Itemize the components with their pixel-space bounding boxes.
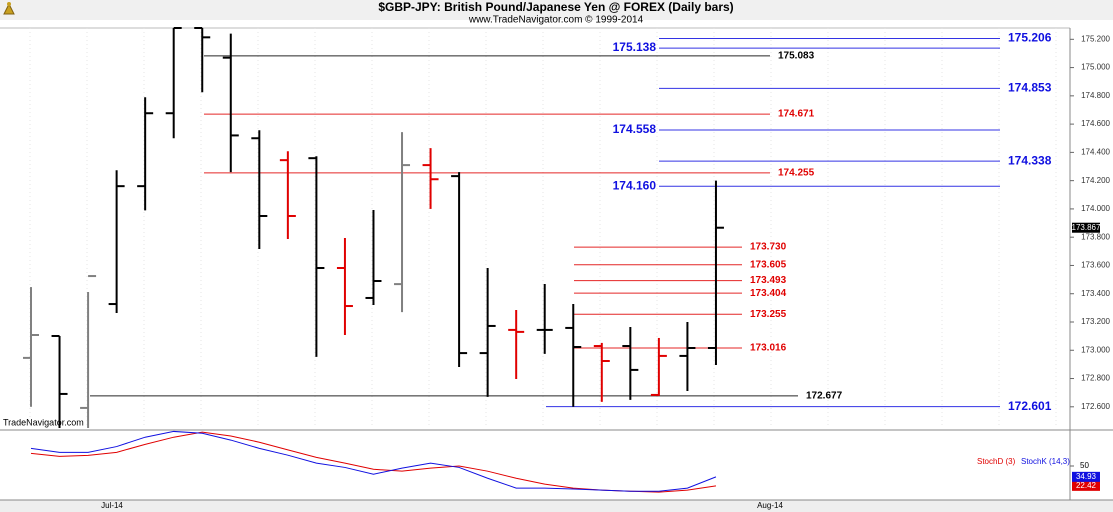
logo: [3, 2, 15, 15]
y-tick-label: 173.400: [1081, 289, 1110, 298]
header: [0, 0, 1113, 20]
level-label: 174.671: [778, 109, 815, 120]
level-label: 175.138: [613, 40, 657, 54]
level-label: 173.730: [750, 242, 787, 253]
y-tick-label: 172.800: [1081, 374, 1110, 383]
stoch-line: [30, 430, 717, 492]
y-tick-label: 174.000: [1081, 204, 1110, 213]
level-label: 174.255: [778, 168, 815, 179]
y-tick-label: 173.600: [1081, 261, 1110, 270]
last-value: 22.42: [1076, 481, 1097, 490]
y-tick-label: 174.800: [1081, 91, 1110, 100]
chart-title: $GBP-JPY: British Pound/Japanese Yen @ F…: [378, 0, 733, 14]
level-label: 173.404: [750, 288, 787, 299]
level-label: 173.016: [750, 343, 787, 354]
level-label: 174.160: [613, 178, 657, 192]
last-price-box: [1072, 222, 1100, 233]
date-axis: [0, 500, 1113, 512]
y-tick-label: 50: [1080, 461, 1089, 470]
y-tick-label: 174.200: [1081, 176, 1110, 185]
level-label: 173.605: [750, 259, 787, 270]
y-tick-label: 175.000: [1081, 63, 1110, 72]
level-label: 173.493: [750, 275, 787, 286]
legend-entry: StochK (14,3): [1021, 457, 1070, 466]
level-label: 175.206: [1008, 31, 1052, 45]
level-label: 175.083: [778, 50, 815, 61]
level-label: 172.677: [806, 391, 843, 402]
x-tick-label: Aug-14: [757, 501, 783, 510]
last-price: 173.867: [1072, 223, 1101, 232]
legend-entry: StochD (3): [977, 457, 1016, 466]
level-label: 174.853: [1008, 81, 1052, 95]
y-tick-label: 174.600: [1081, 119, 1110, 128]
y-tick-label: 174.400: [1081, 147, 1110, 156]
y-tick-label: 175.200: [1081, 34, 1110, 43]
y-tick-label: 173.200: [1081, 317, 1110, 326]
y-tick-label: 173.000: [1081, 345, 1110, 354]
y-tick-label: 172.600: [1081, 402, 1110, 411]
level-label: 174.558: [613, 122, 657, 136]
level-label: 173.255: [750, 309, 787, 320]
level-label: 172.601: [1008, 399, 1052, 413]
last-value: 34.93: [1076, 472, 1097, 481]
level-label: 174.338: [1008, 153, 1052, 167]
y-tick-label: 173.800: [1081, 232, 1110, 241]
last-value-box: [1072, 471, 1100, 482]
x-tick-label: Jul-14: [101, 501, 123, 510]
watermark: TradeNavigator.com: [3, 417, 84, 427]
last-value-box: [1072, 480, 1100, 491]
chart-subtitle: www.TradeNavigator.com © 1999-2014: [468, 15, 644, 26]
